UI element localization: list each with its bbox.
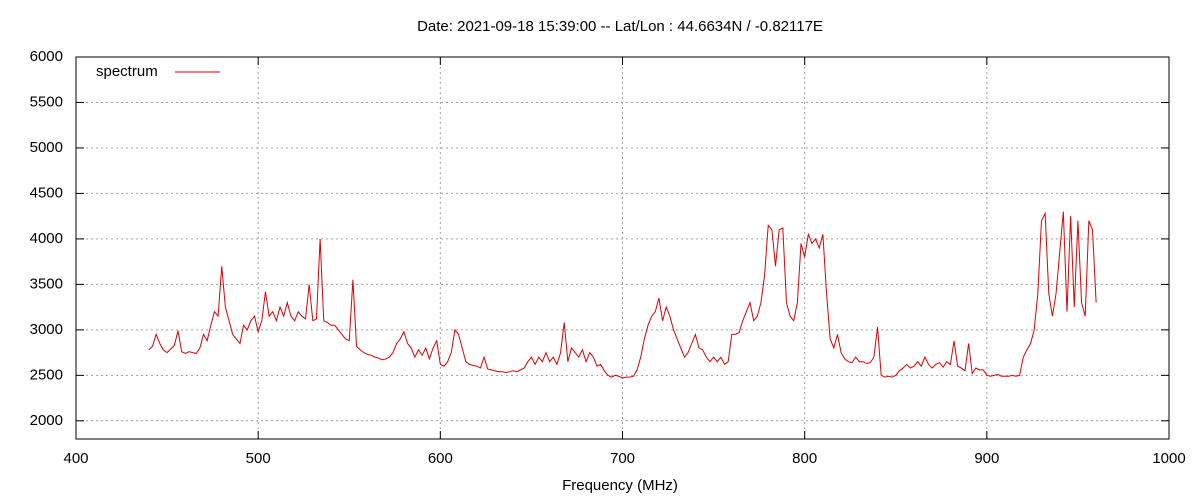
y-tick-label: 4500 xyxy=(30,184,63,201)
y-tick-label: 5000 xyxy=(30,139,63,156)
x-tick-label: 800 xyxy=(792,450,817,467)
spectrum-line xyxy=(148,211,1097,379)
x-axis-label: Frequency (MHz) xyxy=(562,477,678,494)
plot-frame xyxy=(75,56,1170,440)
x-tick-label: 500 xyxy=(246,450,271,467)
y-tick-label: 6000 xyxy=(30,48,63,65)
y-tick-label: 3000 xyxy=(30,321,63,338)
y-tick-label: 2000 xyxy=(30,412,63,429)
x-tick-label: 900 xyxy=(974,450,999,467)
x-tick-label: 600 xyxy=(428,450,453,467)
y-tick-label: 5500 xyxy=(30,93,63,110)
x-tick-label: 400 xyxy=(63,450,88,467)
x-tick-label: 1000 xyxy=(1152,450,1185,467)
chart-title: Date: 2021-09-18 15:39:00 -- Lat/Lon : 4… xyxy=(417,18,823,35)
legend-label: spectrum xyxy=(96,63,158,80)
y-tick-label: 4000 xyxy=(30,230,63,247)
x-tick-label: 700 xyxy=(610,450,635,467)
y-tick-label: 2500 xyxy=(30,366,63,383)
y-tick-label: 3500 xyxy=(30,275,63,292)
